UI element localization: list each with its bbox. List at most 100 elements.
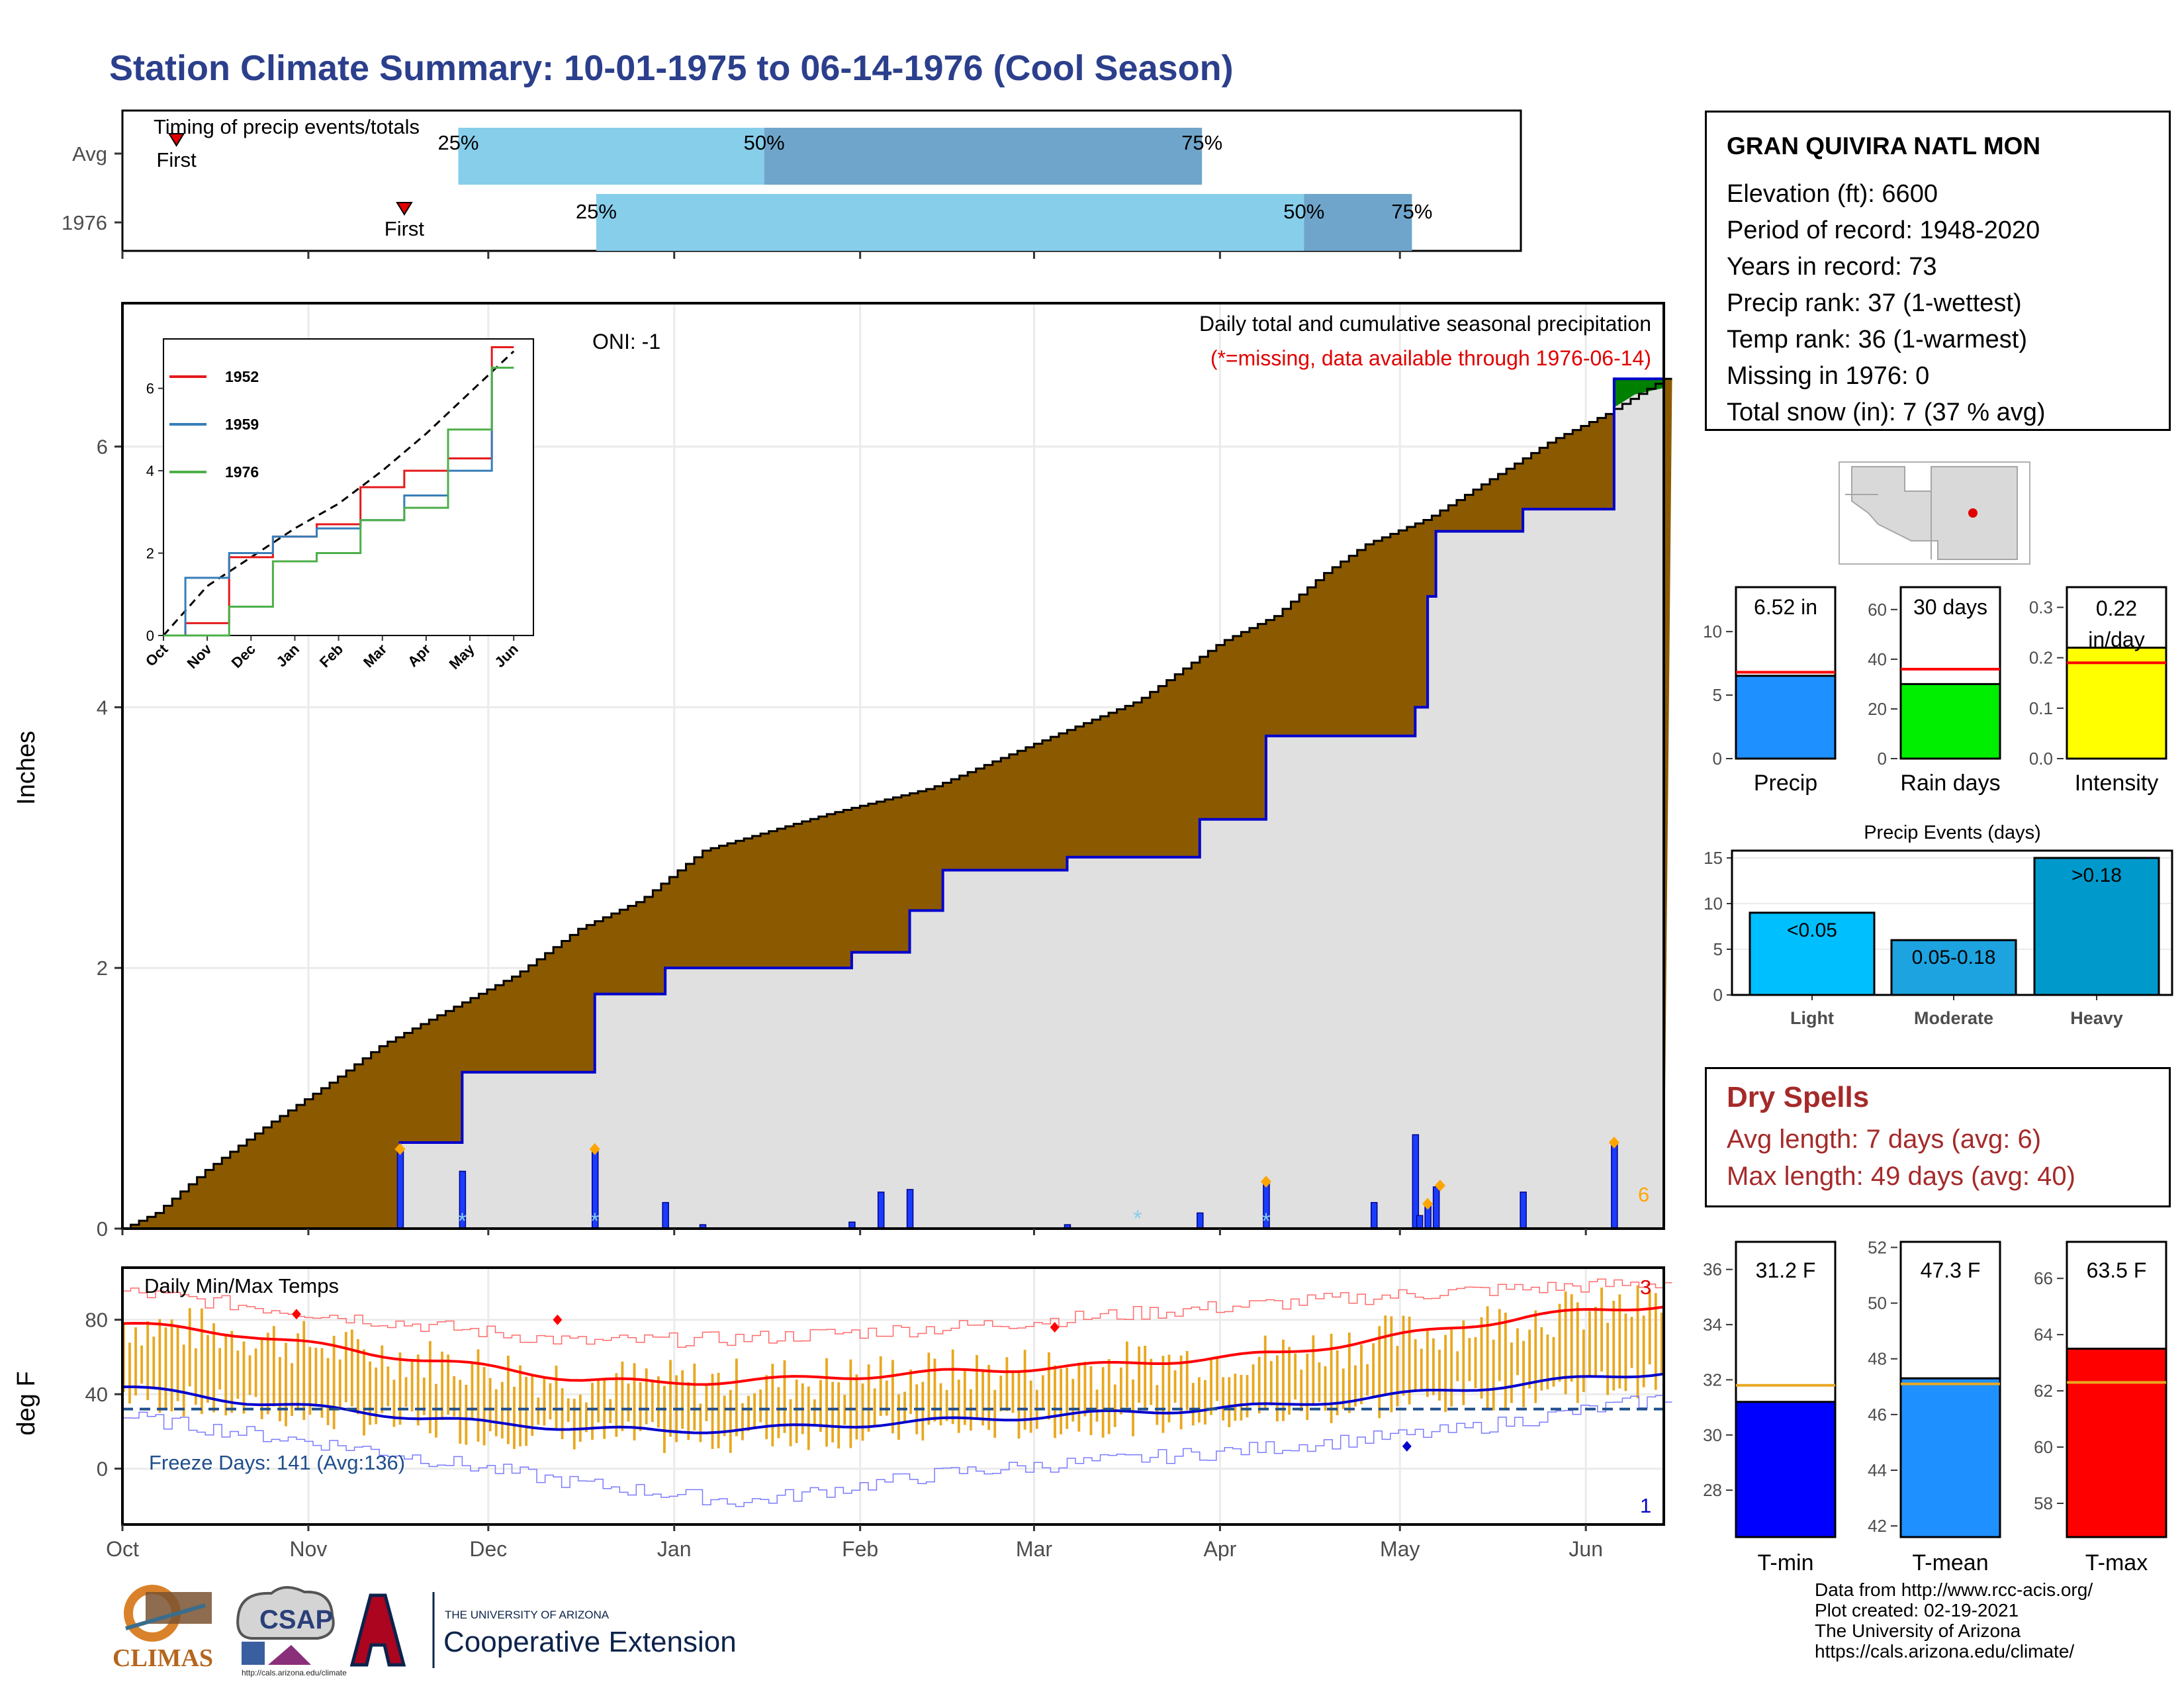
temp-daily-bar xyxy=(1372,1343,1375,1398)
temp-daily-bar xyxy=(1462,1320,1465,1405)
pstat-bar xyxy=(1735,675,1837,760)
temp-daily-bar xyxy=(1204,1380,1206,1425)
timing-first-label: First xyxy=(385,217,425,240)
csap-logo: CSAP http://cals.arizona.edu/climate xyxy=(236,1586,347,1677)
precip-y-tick-label: 0 xyxy=(97,1217,108,1241)
pstat-y-tick-label: 40 xyxy=(1868,649,1887,669)
csap-text: CSAP xyxy=(259,1605,333,1634)
temp-daily-bar xyxy=(567,1398,570,1422)
temp-daily-bar xyxy=(416,1354,420,1426)
temp-daily-bar xyxy=(332,1335,336,1429)
temp-daily-bar xyxy=(1522,1340,1525,1407)
temp-daily-bar xyxy=(266,1333,269,1415)
temp-daily-bar xyxy=(1132,1380,1134,1436)
temp-daily-bar xyxy=(1648,1290,1651,1365)
tstat-y-tick-label: 34 xyxy=(1703,1315,1722,1335)
temp-daily-bar xyxy=(182,1344,185,1417)
temp-daily-bar xyxy=(1630,1317,1633,1368)
events-title: Precip Events (days) xyxy=(1864,822,2041,843)
timing-bar-50-75 xyxy=(764,128,1203,185)
temp-daily-bar xyxy=(729,1389,732,1453)
temp-daily-bar xyxy=(410,1360,414,1412)
tstat-bar xyxy=(1735,1401,1837,1538)
climas-text: CLIMAS xyxy=(113,1644,213,1672)
temp-daily-bar xyxy=(1354,1365,1357,1407)
timing-p25-label: 25% xyxy=(437,131,478,154)
precip-daily-bar xyxy=(1197,1212,1204,1229)
temp-daily-bar xyxy=(1534,1310,1537,1403)
temp-daily-bar xyxy=(645,1368,648,1425)
temp-daily-bar xyxy=(963,1368,966,1425)
temp-daily-bar xyxy=(1564,1291,1567,1395)
credit-plot-created: Plot created: 02-19-2021 xyxy=(1815,1600,2019,1620)
temp-y-tick-label: 0 xyxy=(97,1458,108,1481)
temp-daily-bar xyxy=(1288,1346,1291,1415)
temp-daily-bar xyxy=(441,1351,443,1421)
temp-daily-bar xyxy=(1269,1361,1273,1406)
timing-rows: 25%50%75%FirstLast25%50%75%FirstLast xyxy=(156,128,1432,251)
temp-daily-bar xyxy=(194,1348,197,1405)
tstat-y-tick-label: 52 xyxy=(1868,1237,1887,1257)
temp-daily-bar xyxy=(855,1374,858,1440)
inset-avg-line xyxy=(162,350,515,636)
precip-daily-bar xyxy=(1432,1186,1440,1229)
tstat-y-tick-label: 42 xyxy=(1868,1516,1887,1536)
page-title: Station Climate Summary: 10-01-1975 to 0… xyxy=(109,48,1234,88)
temp-daily-bar xyxy=(1654,1293,1657,1390)
temp-daily-bar xyxy=(867,1364,870,1432)
temp-daily-bar xyxy=(1558,1303,1561,1382)
timing-p50-label: 50% xyxy=(744,131,785,154)
temp-daily-bar xyxy=(741,1403,744,1440)
temp-daily-bar xyxy=(976,1354,978,1419)
inset-y-tick-label: 0 xyxy=(146,628,154,644)
events-y-tick-label: 0 xyxy=(1713,985,1723,1005)
events-category-label: Moderate xyxy=(1914,1008,1993,1028)
credits: Data from http://www.rcc-acis.org/ Plot … xyxy=(1815,1579,2093,1662)
events-chart: Precip Events (days) 0 5 10 15 <0.05 Light 0.0… xyxy=(1704,822,2173,1028)
temp-daily-bar xyxy=(1251,1364,1255,1404)
temp-daily-bar xyxy=(1636,1285,1639,1399)
temp-daily-bar xyxy=(1126,1341,1128,1408)
temp-daily-bar xyxy=(1432,1338,1435,1395)
temp-daily-bar xyxy=(1468,1338,1471,1382)
temp-daily-bar xyxy=(1600,1288,1604,1372)
missing-marker: * xyxy=(458,1209,467,1234)
tstat-y-tick-label: 44 xyxy=(1868,1460,1887,1480)
temp-daily-bar xyxy=(344,1332,347,1403)
temp-daily-bar xyxy=(1426,1328,1429,1397)
station-info-box: GRAN QUIVIRA NATL MON Elevation (ft): 66… xyxy=(1705,111,2171,431)
temp-daily-bar xyxy=(230,1331,234,1413)
temp-count-high: 3 xyxy=(1640,1276,1651,1299)
temp-daily-bar xyxy=(1576,1302,1579,1403)
pstat-category-label: Intensity xyxy=(2075,771,2159,796)
temp-daily-bar xyxy=(657,1376,660,1428)
precip-daily-bar xyxy=(1412,1134,1420,1229)
temp-daily-bar xyxy=(254,1348,257,1397)
inset-frame xyxy=(163,338,534,636)
temp-daily-bar xyxy=(1071,1379,1075,1422)
temp-daily-bar xyxy=(513,1386,516,1449)
events-y-tick-label: 5 xyxy=(1713,939,1723,959)
timing-row-label-1976: 1976 xyxy=(62,211,107,234)
temp-daily-bar xyxy=(1528,1329,1531,1389)
temp-daily-bar xyxy=(1191,1383,1195,1426)
timing-heading: Timing of precip events/totals xyxy=(154,115,420,138)
timing-p50-label: 50% xyxy=(1283,200,1324,223)
temp-daily-bar xyxy=(572,1399,576,1450)
temp-daily-bar xyxy=(224,1335,228,1416)
temp-daily-bar xyxy=(1330,1333,1333,1423)
temp-daily-bar xyxy=(849,1359,852,1448)
temp-record-marker xyxy=(291,1309,301,1320)
temp-x-tick-label: Jan xyxy=(657,1537,692,1561)
temp-daily-bar xyxy=(1318,1362,1321,1402)
station-period: Period of record: 1948-2020 xyxy=(1727,216,2040,244)
temp-daily-bar xyxy=(1384,1315,1387,1394)
pstat-bar xyxy=(2066,646,2167,760)
precip-y-tick-label: 2 xyxy=(97,957,108,980)
temp-daily-bar xyxy=(591,1382,594,1440)
tstat-category-label: T-max xyxy=(2085,1550,2148,1575)
temp-daily-bar xyxy=(897,1394,900,1440)
temp-daily-bar xyxy=(1347,1333,1351,1413)
inset-legend-label: 1952 xyxy=(225,368,259,385)
temp-daily-bar xyxy=(285,1342,287,1427)
